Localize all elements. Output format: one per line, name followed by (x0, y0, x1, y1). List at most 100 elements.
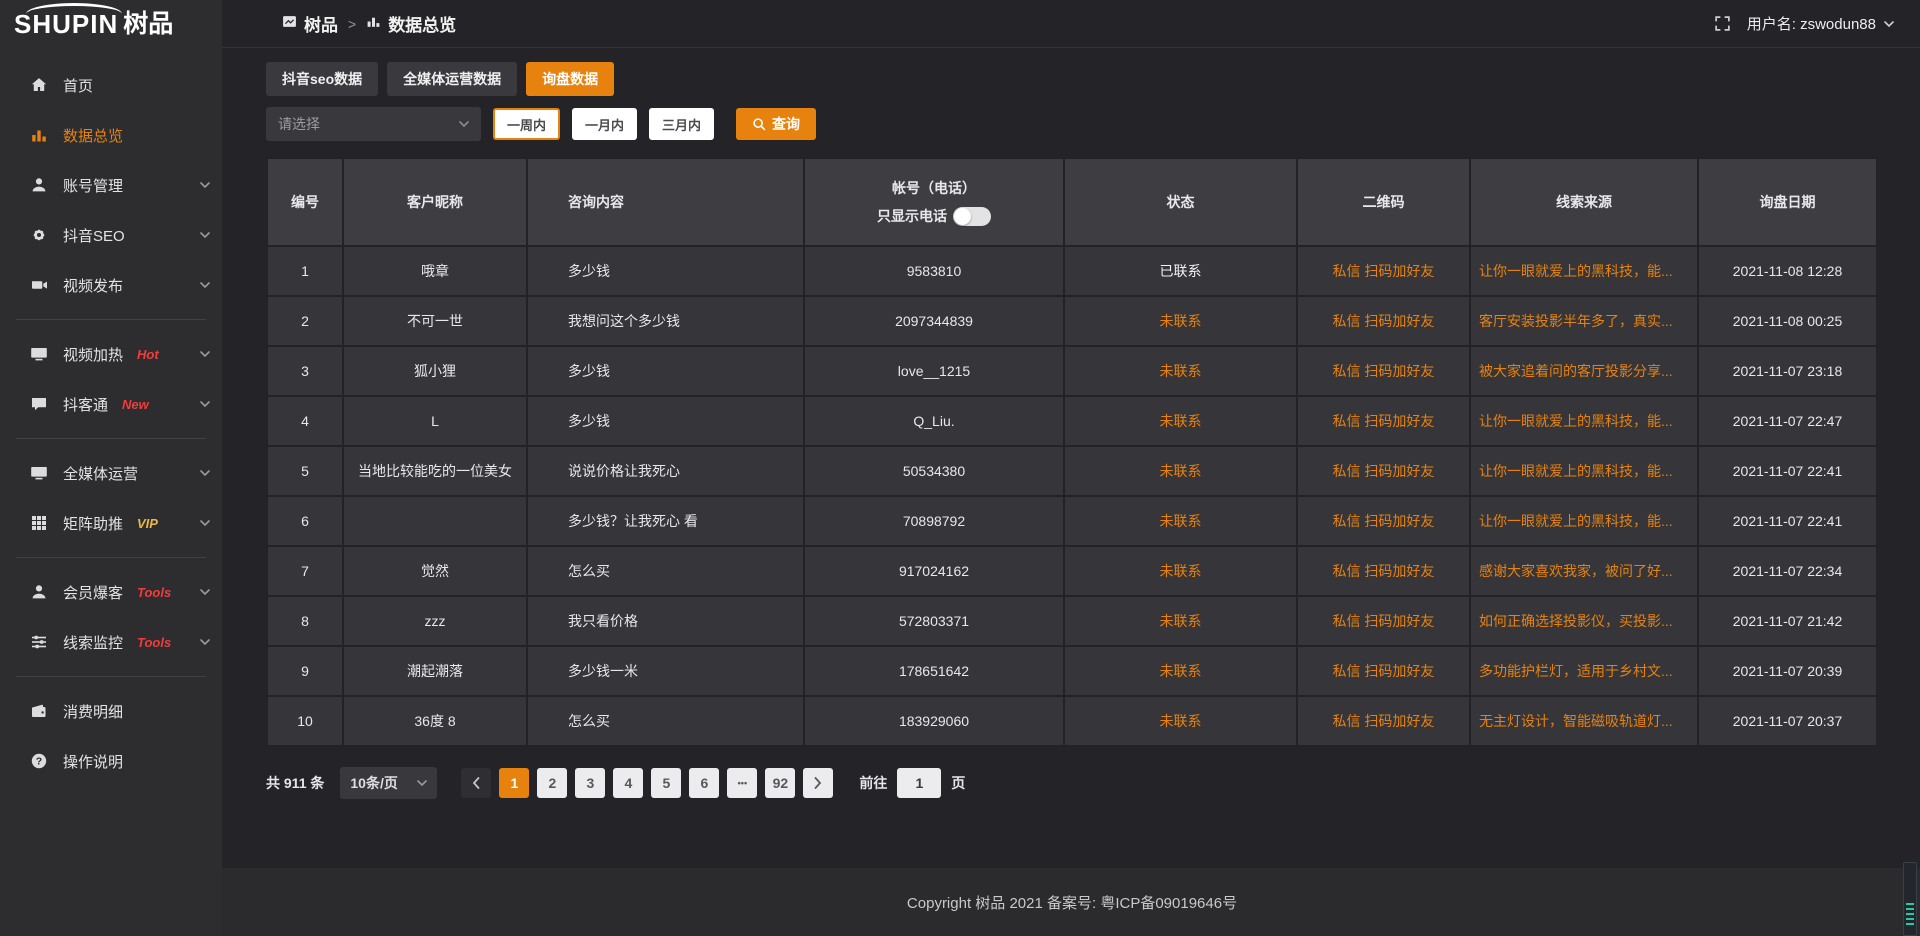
sidebar-item-matrix-boost[interactable]: 矩阵助推 VIP (0, 498, 222, 548)
cell-source-link[interactable]: 被大家追着问的客厅投影分享... (1469, 345, 1699, 397)
fullscreen-icon[interactable] (1714, 15, 1731, 32)
page-button-3[interactable]: 3 (575, 768, 606, 798)
status-badge: 未联系 (1159, 413, 1202, 429)
cell-status: 未联系 (1063, 545, 1298, 597)
sidebar-item-member-burst[interactable]: 会员爆客 Tools (0, 567, 222, 617)
page-button-92[interactable]: 92 (765, 768, 796, 798)
page-button-1[interactable]: 1 (499, 768, 530, 798)
sidebar: SHUPIN 树品 首页 数据总览 账号管理 抖音SEO (0, 0, 222, 936)
sidebar-item-instructions[interactable]: ? 操作说明 (0, 736, 222, 786)
minimap-scrollbar-widget[interactable] (1903, 862, 1917, 936)
period-button-week[interactable]: 一周内 (493, 108, 561, 140)
sidebar-item-video-heating[interactable]: 视频加热 Hot (0, 329, 222, 379)
breadcrumb-item-data-overview[interactable]: 数据总览 (366, 11, 456, 36)
home-icon (30, 76, 48, 94)
cell-account: love__1215 (803, 345, 1065, 397)
next-page-button[interactable] (803, 768, 834, 798)
jump-suffix-label: 页 (951, 775, 966, 791)
chevron-down-icon (200, 282, 210, 288)
phone-only-label: 只显示电话 (877, 208, 947, 224)
chevron-down-icon (200, 589, 210, 595)
cell-status: 已联系 (1063, 245, 1298, 297)
cell-no: 2 (266, 295, 344, 347)
tab-douyin-seo-data[interactable]: 抖音seo数据 (266, 62, 379, 96)
qrcode-links[interactable]: 私信 扫码加好友 (1332, 363, 1435, 379)
period-button-month[interactable]: 一月内 (572, 108, 638, 140)
qrcode-links[interactable]: 私信 扫码加好友 (1332, 663, 1435, 679)
column-header-qrcode: 二维码 (1296, 157, 1471, 247)
sidebar-item-consumption-details[interactable]: 消费明细 (0, 686, 222, 736)
cell-account: 9583810 (803, 245, 1065, 297)
monitor-icon (30, 464, 48, 482)
sidebar-item-data-overview[interactable]: 数据总览 (0, 110, 222, 160)
page-jump-input[interactable] (897, 768, 942, 798)
sidebar-item-douyin-seo[interactable]: 抖音SEO (0, 210, 222, 260)
account-select[interactable]: 请选择 (266, 107, 481, 141)
query-button[interactable]: 查询 (736, 108, 817, 140)
cell-nickname: 潮起潮落 (342, 645, 528, 697)
sidebar-item-home[interactable]: 首页 (0, 60, 222, 110)
sidebar-item-account-management[interactable]: 账号管理 (0, 160, 222, 210)
qrcode-links[interactable]: 私信 扫码加好友 (1332, 413, 1435, 429)
page-button-2[interactable]: 2 (537, 768, 568, 798)
sidebar-item-video-publish[interactable]: 视频发布 (0, 260, 222, 310)
cell-source-link[interactable]: 感谢大家喜欢我家，被问了好... (1469, 545, 1699, 597)
cell-source-link[interactable]: 无主灯设计，智能磁吸轨道灯... (1469, 695, 1699, 747)
qrcode-links[interactable]: 私信 扫码加好友 (1332, 563, 1435, 579)
pagination-total: 共 911 条 (266, 775, 325, 791)
chevron-down-icon (459, 121, 469, 127)
cell-source-link[interactable]: 让你一眼就爱上的黑科技，能... (1469, 395, 1699, 447)
user-menu[interactable]: 用户名: zswodun88 (1747, 13, 1894, 34)
bar-chart-icon (30, 126, 48, 144)
page-size-select[interactable]: 10条/页 (340, 767, 438, 799)
new-badge: New (122, 396, 149, 412)
cell-source-link[interactable]: 让你一眼就爱上的黑科技，能... (1469, 245, 1699, 297)
username-label: 用户名: zswodun88 (1746, 16, 1876, 33)
cell-no: 10 (266, 695, 344, 747)
cell-source-link[interactable]: 让你一眼就爱上的黑科技，能... (1469, 445, 1699, 497)
chevron-down-icon (200, 232, 210, 238)
cell-qrcode: 私信 扫码加好友 (1296, 595, 1471, 647)
cell-date: 2021-11-08 12:28 (1697, 245, 1878, 297)
page-ellipsis-button[interactable]: ••• (727, 768, 758, 798)
bar-chart-icon (366, 14, 381, 34)
sidebar-item-label: 全媒体运营 (63, 465, 139, 483)
sidebar-item-douketong[interactable]: 抖客通 New (0, 379, 222, 429)
period-button-quarter[interactable]: 三月内 (649, 108, 715, 140)
cell-source-link[interactable]: 客厅安装投影半年多了，真实... (1469, 295, 1699, 347)
cell-content: 多少钱一米 (526, 645, 805, 697)
tab-inquiry-data[interactable]: 询盘数据 (526, 62, 615, 96)
cell-account: 2097344839 (803, 295, 1065, 347)
prev-page-button[interactable] (461, 768, 492, 798)
cell-qrcode: 私信 扫码加好友 (1296, 345, 1471, 397)
svg-text:?: ? (36, 756, 42, 768)
sidebar-item-label: 矩阵助推 (63, 515, 124, 533)
cell-content: 多少钱 (526, 245, 805, 297)
sidebar-nav: 首页 数据总览 账号管理 抖音SEO 视频发布 (0, 48, 222, 786)
cell-source-link[interactable]: 多功能护栏灯，适用于乡村文... (1469, 645, 1699, 697)
breadcrumb-item-shupin[interactable]: 树品 (282, 11, 338, 36)
cell-content: 多少钱 (526, 395, 805, 447)
qrcode-links[interactable]: 私信 扫码加好友 (1332, 463, 1435, 479)
sidebar-item-lead-monitoring[interactable]: 线索监控 Tools (0, 617, 222, 667)
phone-only-toggle[interactable] (953, 206, 991, 226)
qrcode-links[interactable]: 私信 扫码加好友 (1332, 513, 1435, 529)
page-button-6[interactable]: 6 (689, 768, 720, 798)
sidebar-item-label: 消费明细 (63, 703, 124, 721)
page-button-4[interactable]: 4 (613, 768, 644, 798)
qrcode-links[interactable]: 私信 扫码加好友 (1332, 263, 1435, 279)
cell-source-link[interactable]: 如何正确选择投影仪，买投影... (1469, 595, 1699, 647)
cell-no: 4 (266, 395, 344, 447)
qrcode-links[interactable]: 私信 扫码加好友 (1332, 713, 1435, 729)
cell-status: 未联系 (1063, 695, 1298, 747)
cell-source-link[interactable]: 让你一眼就爱上的黑科技，能... (1469, 495, 1699, 547)
qrcode-links[interactable]: 私信 扫码加好友 (1332, 613, 1435, 629)
chevron-down-icon (1884, 20, 1894, 27)
page-button-5[interactable]: 5 (651, 768, 682, 798)
sidebar-item-omnimedia-operation[interactable]: 全媒体运营 (0, 448, 222, 498)
wallet-icon (30, 702, 48, 720)
tab-omnimedia-data[interactable]: 全媒体运营数据 (387, 62, 518, 96)
qrcode-links[interactable]: 私信 扫码加好友 (1332, 313, 1435, 329)
sidebar-item-label: 线索监控 (63, 634, 124, 652)
cell-qrcode: 私信 扫码加好友 (1296, 645, 1471, 697)
